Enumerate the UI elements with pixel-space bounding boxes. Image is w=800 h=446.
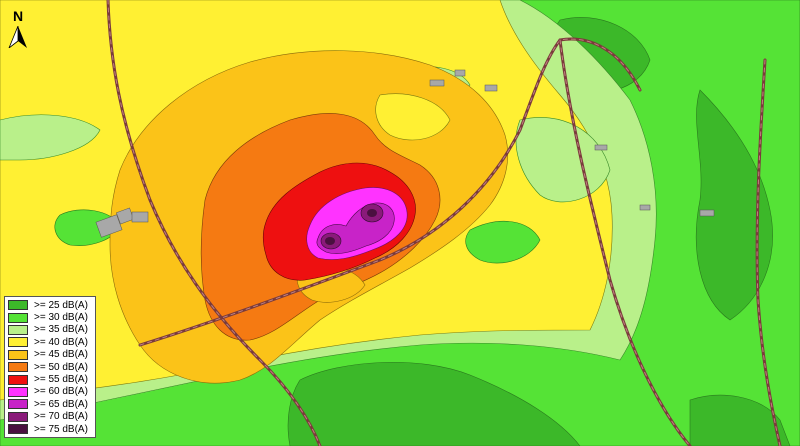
legend-item: >= 45 dB(A) (8, 349, 92, 361)
zone-30db-island-e (465, 220, 541, 264)
legend-label: >= 30 dB(A) (34, 312, 88, 324)
buildings (95, 69, 715, 238)
legend-swatch (8, 324, 28, 335)
road-cross (138, 37, 642, 347)
legend-swatch (8, 411, 28, 422)
legend-swatch (8, 424, 28, 435)
roads (106, 0, 782, 446)
legend-swatch (8, 362, 28, 373)
zone-75db-west (325, 237, 335, 245)
zone-75db-east (367, 209, 377, 217)
legend-label: >= 70 dB(A) (34, 411, 88, 423)
legend-item: >= 25 dB(A) (8, 299, 92, 311)
zone-40db-notch (375, 93, 451, 141)
legend-label: >= 45 dB(A) (34, 349, 88, 361)
north-arrow: N (6, 8, 30, 52)
legend-swatch (8, 349, 28, 360)
legend-label: >= 40 dB(A) (34, 336, 88, 348)
north-label: N (12, 8, 24, 24)
legend-label: >= 60 dB(A) (34, 386, 88, 398)
legend-item: >= 50 dB(A) (8, 361, 92, 373)
legend-swatch (8, 374, 28, 385)
legend-item: >= 30 dB(A) (8, 311, 92, 323)
legend-swatch (8, 337, 28, 348)
legend-item: >= 65 dB(A) (8, 398, 92, 410)
zone-25db-southeast (689, 394, 791, 446)
legend-swatch (8, 399, 28, 410)
north-arrow-icon (8, 26, 27, 48)
legend-label: >= 75 dB(A) (34, 423, 88, 435)
zone-35db-island-west (0, 114, 101, 161)
legend: >= 25 dB(A) >= 30 dB(A) >= 35 dB(A) >= 40 d… (4, 296, 96, 439)
legend-item: >= 35 dB(A) (8, 324, 92, 336)
legend-swatch (8, 386, 28, 397)
legend-swatch (8, 300, 28, 311)
legend-item: >= 75 dB(A) (8, 423, 92, 435)
legend-item: >= 70 dB(A) (8, 411, 92, 423)
legend-label: >= 65 dB(A) (34, 398, 88, 410)
legend-item: >= 60 dB(A) (8, 386, 92, 398)
zone-25db-south (287, 361, 581, 446)
legend-label: >= 35 dB(A) (34, 324, 88, 336)
legend-label: >= 55 dB(A) (34, 374, 88, 386)
legend-item: >= 40 dB(A) (8, 336, 92, 348)
legend-label: >= 50 dB(A) (34, 361, 88, 373)
legend-item: >= 55 dB(A) (8, 373, 92, 385)
zone-25db-east (695, 89, 773, 321)
legend-swatch (8, 312, 28, 323)
legend-label: >= 25 dB(A) (34, 299, 88, 311)
